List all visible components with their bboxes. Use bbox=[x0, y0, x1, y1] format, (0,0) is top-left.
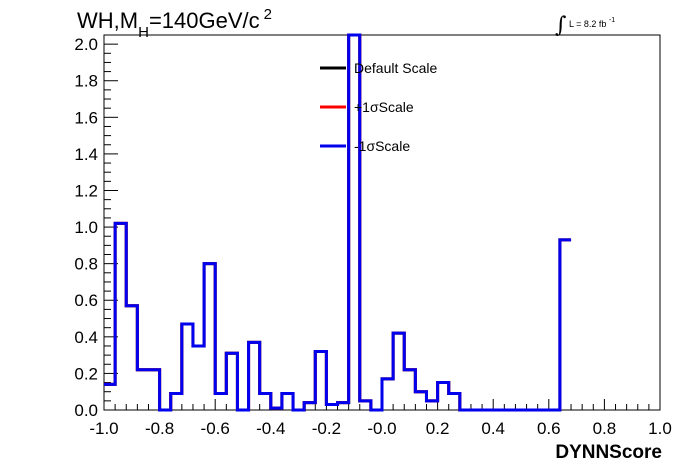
title-mid: =140GeV/c bbox=[148, 8, 260, 33]
title-subscript: H bbox=[138, 24, 149, 41]
title-superscript: 2 bbox=[263, 6, 272, 23]
histogram-series-1 bbox=[104, 33, 572, 412]
plot-frame bbox=[103, 34, 661, 411]
y-tick-label: 0.6 bbox=[74, 291, 98, 310]
y-tick-label: 1.8 bbox=[74, 72, 98, 91]
x-tick-label: -0.4 bbox=[256, 419, 285, 438]
y-tick-label: 1.2 bbox=[74, 181, 98, 200]
luminosity-label: ∫ L = 8.2 fb -1 bbox=[555, 8, 616, 38]
x-tick-label: -0.6 bbox=[201, 419, 230, 438]
x-tick-label: 0.6 bbox=[537, 419, 561, 438]
x-tick-label: 0.2 bbox=[426, 419, 450, 438]
histogram-series-2 bbox=[104, 33, 572, 412]
y-tick-label: 0.4 bbox=[74, 328, 98, 347]
title-prefix: WH,M bbox=[77, 8, 139, 33]
y-tick-label: 0.8 bbox=[74, 255, 98, 274]
x-tick-label: 1.0 bbox=[648, 419, 672, 438]
legend-label: Default Scale bbox=[354, 60, 437, 76]
legend-label: +1σScale bbox=[354, 99, 414, 115]
x-tick-label: 0.8 bbox=[593, 419, 617, 438]
x-axis-label: DYNNScore bbox=[555, 442, 662, 463]
x-tick-label: -0.8 bbox=[145, 419, 174, 438]
y-tick-label: 1.6 bbox=[74, 108, 98, 127]
x-tick-label: 0.4 bbox=[481, 419, 505, 438]
x-tick-label: -1.0 bbox=[89, 419, 118, 438]
integral-icon: ∫ bbox=[555, 13, 567, 38]
y-tick-label: 1.4 bbox=[74, 145, 98, 164]
histogram-series-0 bbox=[104, 33, 572, 412]
legend-label: -1σScale bbox=[354, 138, 410, 154]
lumi-text: L = 8.2 fb bbox=[568, 19, 607, 29]
y-tick-label: 0.2 bbox=[74, 364, 98, 383]
y-tick-label: 0.0 bbox=[74, 401, 98, 420]
chart-title: WH,MH=140GeV/c 2 bbox=[77, 6, 272, 41]
lumi-superscript: -1 bbox=[608, 17, 616, 24]
y-tick-label: 1.0 bbox=[74, 218, 98, 237]
x-tick-label: -0.2 bbox=[312, 419, 341, 438]
x-tick-label: -0.0 bbox=[367, 419, 396, 438]
y-tick-label: 2.0 bbox=[74, 35, 98, 54]
